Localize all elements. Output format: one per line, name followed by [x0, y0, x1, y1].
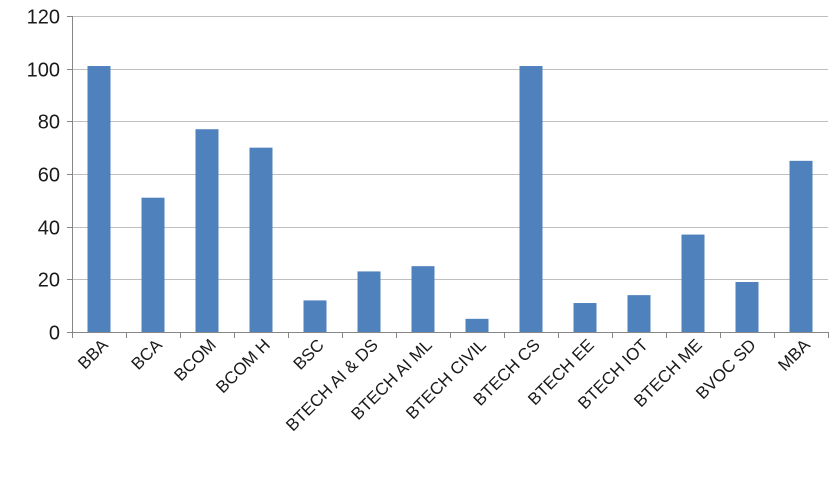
x-tick-label: BSC	[290, 335, 328, 373]
bar-btech-cs	[519, 66, 543, 333]
x-tick-label: BCOM	[170, 335, 219, 384]
bar-mba	[789, 160, 813, 332]
bar-bca	[141, 197, 165, 332]
x-tick-label: BTECH AI & DS	[282, 335, 382, 435]
bar-btech-civil	[465, 318, 489, 332]
bar-bsc	[303, 300, 327, 332]
bar-btech-iot	[627, 295, 651, 332]
x-tick-label: BCOM H	[212, 335, 274, 397]
y-tick-label: 120	[27, 7, 60, 29]
y-tick-label: 100	[27, 60, 60, 82]
grid-lines	[72, 16, 828, 280]
bar-btech-ee	[573, 303, 597, 332]
bar-btech-me	[681, 234, 705, 332]
bar-btech-ai-ds	[357, 271, 381, 332]
y-tick-label: 40	[38, 218, 60, 240]
bar-bba	[87, 66, 111, 333]
bars	[87, 66, 813, 333]
y-tick-labels: 0 20 40 60 80 100 120	[27, 7, 60, 345]
y-tick-label: 60	[38, 165, 60, 187]
x-tick-label: MBA	[774, 335, 814, 375]
y-tick-label: 0	[49, 323, 60, 345]
bar-bvoc-sd	[735, 281, 759, 332]
x-tick-label: BBA	[74, 335, 112, 373]
axes	[67, 16, 829, 338]
x-tick-label: BCA	[128, 335, 167, 374]
bar-bcom	[195, 129, 219, 332]
bar-bcom-h	[249, 147, 273, 332]
y-tick-label: 20	[38, 270, 60, 292]
y-tick-label: 80	[38, 112, 60, 134]
bar-btech-ai-ml	[411, 266, 435, 332]
